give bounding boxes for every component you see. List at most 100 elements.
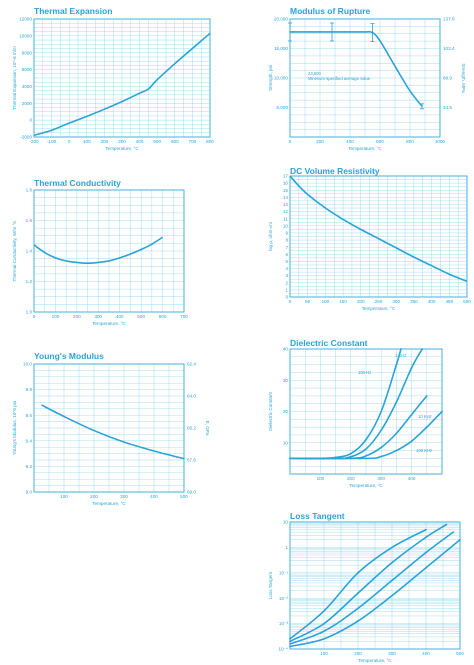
x-tick-label: 100 <box>320 651 328 656</box>
y-tick-label: 10⁻⁴ <box>278 647 288 652</box>
data-point <box>365 448 367 450</box>
data-point <box>380 410 383 413</box>
chart-title: Thermal Conductivity <box>34 178 121 188</box>
x-tick-label: 200 <box>101 139 109 144</box>
y-tick-label: 5,000 <box>277 105 289 110</box>
y-tick-label: 0 <box>285 295 288 300</box>
data-point <box>452 531 455 534</box>
y-right-axis-label: E, GPa <box>205 421 210 436</box>
chart-youngs-modulus: Young's Modulus 100 200 300 400 500 9.0 9.2 9.4 9… <box>12 351 210 506</box>
chart-title: DC Volume Resistivity <box>290 166 380 176</box>
x-tick-label: -200 <box>29 139 39 144</box>
data-point <box>323 610 325 612</box>
x-tick-label: 200 <box>357 299 365 304</box>
y-tick-label: 8000 <box>22 50 33 55</box>
y-tick-label: 1 <box>285 545 288 550</box>
data-point <box>357 592 359 595</box>
data-point <box>349 455 352 458</box>
x-tick-label: 400 <box>150 494 158 499</box>
grid-lines <box>289 348 443 475</box>
y-tick-label: 10,000 <box>274 76 288 81</box>
x-tick-label: 500 <box>153 139 161 144</box>
y-right-tick-label: 66.2 <box>187 426 196 431</box>
chart-title: Thermal Expansion <box>34 6 112 16</box>
x-tick-label: 300 <box>392 299 400 304</box>
x-tick-label: 250 <box>375 299 383 304</box>
y-tick-label: 9.6 <box>26 413 33 418</box>
data-point <box>289 457 291 460</box>
data-point <box>289 640 291 643</box>
series-label: 100 KHz <box>416 448 432 453</box>
y-tick-label: 0 <box>29 118 32 123</box>
x-tick-label: 100 <box>322 299 330 304</box>
y-tick-label: 9.2 <box>26 464 33 469</box>
y-tick-label: 6 <box>285 252 288 257</box>
x-tick-label: 400 <box>428 299 436 304</box>
x-tick-label: 100 <box>52 314 60 319</box>
x-tick-label: 50 <box>305 299 311 304</box>
chart-title: Loss Tangent <box>290 511 345 521</box>
series-line <box>289 539 461 648</box>
chart-title: Young's Modulus <box>34 351 104 361</box>
y-right-tick-label: 69.0 <box>187 490 196 495</box>
data-point <box>357 620 359 622</box>
x-tick-label: 300 <box>377 476 385 481</box>
x-axis-label: Temperature, °C <box>362 306 396 311</box>
y-tick-label: 7 <box>285 245 288 250</box>
y-tick-label: 16 <box>283 181 289 186</box>
data-point <box>357 571 359 574</box>
y-tick-label: 10.0 <box>23 362 32 367</box>
grid-lines <box>289 18 441 138</box>
y-tick-label: 1.6 <box>26 218 33 223</box>
grid-lines <box>33 18 211 138</box>
x-tick-label: 0 <box>289 139 292 144</box>
y-tick-label: 1.4 <box>26 249 33 254</box>
y-axis-label: Dielectric Constant <box>268 392 273 431</box>
y-tick-label: 9 <box>285 231 288 236</box>
series-label: 1 KHz <box>395 353 406 358</box>
x-tick-label: 600 <box>171 139 179 144</box>
data-point <box>391 579 393 582</box>
data-point <box>391 561 393 564</box>
series-label: 100 Hz <box>358 370 371 375</box>
y-tick-label: 1.8 <box>26 188 33 193</box>
annotation-text: Minimum specified average value <box>308 76 371 81</box>
data-point <box>410 413 413 416</box>
y-tick-label: 6000 <box>22 67 33 72</box>
series-line <box>289 175 468 283</box>
y-tick-label: 3 <box>285 273 288 278</box>
x-axis-label: Temperature, °C <box>348 146 382 151</box>
chart-modulus-of-rupture: Modulus of Rupture 0 200 400 600 800 1000 5,000… <box>268 6 466 151</box>
data-point <box>391 546 393 549</box>
x-tick-label: 700 <box>180 314 188 319</box>
y-right-axis-label: Strength, MPa <box>461 63 466 93</box>
y-tick-label: 15 <box>283 188 289 193</box>
x-tick-label: 500 <box>463 299 471 304</box>
y-axis-label: Thermal Conductivity, W/m °K <box>12 220 17 282</box>
x-tick-label: 300 <box>94 314 102 319</box>
x-tick-label: 800 <box>206 139 214 144</box>
grid-lines <box>33 189 185 313</box>
y-tick-label: 1.0 <box>26 310 33 315</box>
data-point <box>410 440 413 443</box>
x-tick-label: -100 <box>47 139 57 144</box>
data-point <box>425 566 427 569</box>
y-axis-label: Young's Modulus, 10^6 psi <box>12 401 17 455</box>
y-right-tick-label: 67.6 <box>187 458 196 463</box>
y-axis-label: Loss Tangent <box>268 571 273 599</box>
y-tick-label: 5 <box>285 259 288 264</box>
data-point <box>365 457 367 460</box>
series-line <box>33 32 211 137</box>
data-point <box>349 452 352 455</box>
y-tick-label: 10 <box>283 520 289 525</box>
series-line <box>289 523 447 643</box>
x-tick-label: 500 <box>180 494 188 499</box>
y-tick-label: 12000 <box>19 17 32 22</box>
x-axis-label: Temperature, °C <box>92 501 126 506</box>
y-tick-label: 10 <box>283 223 289 228</box>
y-axis-label: Strength, psi <box>268 65 273 91</box>
grid-lines <box>33 363 185 493</box>
data-point <box>425 426 428 429</box>
series-line <box>33 236 164 265</box>
